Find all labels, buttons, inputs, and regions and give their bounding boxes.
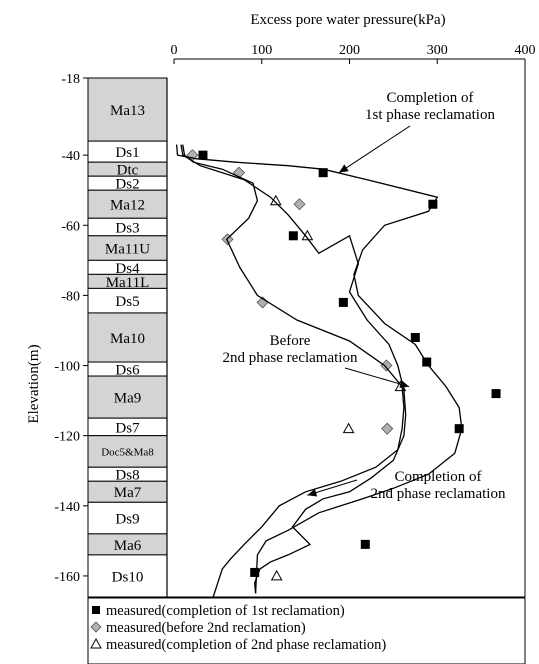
annotation-arrow <box>344 367 410 388</box>
stratum-label: Ma13 <box>110 103 145 119</box>
stratum-ds10 <box>87 554 168 598</box>
legend: measured(completion of 1st reclamation)m… <box>87 597 526 664</box>
stratum-ds5 <box>87 287 168 314</box>
stratum-ma9 <box>87 375 168 419</box>
annotation-text: Completion of <box>386 90 473 106</box>
legend-label: measured(before 2nd reclamation) <box>106 620 306 636</box>
annotation-text: 2nd phase reclamation <box>371 486 506 502</box>
annotation-arrowhead <box>399 380 410 388</box>
y-tick-label: -60 <box>61 219 80 234</box>
square-point <box>491 389 501 399</box>
triangle-point <box>342 422 355 434</box>
square-point <box>360 539 370 549</box>
x-tick-label: 200 <box>339 43 360 58</box>
square-point <box>454 424 464 434</box>
diamond-point <box>380 359 393 372</box>
stratum-label: Ma7 <box>114 485 142 501</box>
y-tick-label: -80 <box>61 289 80 304</box>
annotation-arrow <box>338 125 411 174</box>
annotation-arrowhead <box>338 164 349 173</box>
square-point <box>198 150 208 160</box>
legend-diamond-marker <box>90 621 102 633</box>
stratum-label: Ds3 <box>115 220 139 236</box>
triangle-point <box>270 569 283 581</box>
stratum-label: Dtc <box>117 163 139 179</box>
y-tick-label: -120 <box>54 430 80 445</box>
stratum-ma11u <box>87 235 168 261</box>
y-tick-label: -18 <box>61 72 80 87</box>
stratum-label: Ma9 <box>114 390 142 406</box>
y-tick-label: -40 <box>61 149 80 164</box>
x-tick-label: 400 <box>515 43 536 58</box>
square-point <box>410 332 420 342</box>
stratum-label: Ds10 <box>112 569 144 585</box>
legend-label: measured(completion of 2nd phase reclama… <box>106 637 386 653</box>
stratum-label: Ds8 <box>115 468 139 484</box>
stratum-label: Ds9 <box>115 511 139 527</box>
stratum-label: Doc5&Ma8 <box>101 446 154 458</box>
diamond-point <box>381 422 394 435</box>
square-point <box>288 231 298 241</box>
stratum-label: Ds6 <box>115 362 140 378</box>
square-point <box>318 168 328 178</box>
series-line-5 <box>180 144 407 594</box>
legend-label: measured(completion of 1st reclamation) <box>106 603 345 619</box>
annotation-text: 2nd phase reclamation <box>223 350 358 366</box>
legend-box <box>87 597 526 664</box>
stratum-ma10 <box>87 312 168 363</box>
stratum-label: Ma11L <box>106 275 150 291</box>
annotation-arrowhead <box>307 488 318 497</box>
y-tick-label: -100 <box>54 360 80 375</box>
series-line-3 <box>175 144 463 594</box>
annotation-text: Completion of <box>394 469 481 485</box>
x-tick-label: 300 <box>427 43 448 58</box>
x-tick-label: 100 <box>251 43 272 58</box>
square-point <box>338 297 348 307</box>
stratum-label: Ma6 <box>114 538 142 554</box>
y-tick-label: -140 <box>54 500 80 515</box>
legend-triangle-marker <box>90 637 102 649</box>
annotation-text: 1st phase reclamation <box>365 107 495 123</box>
stratum-ma13 <box>87 77 168 142</box>
stratum-label: Ds7 <box>115 420 140 436</box>
stratum-doc5-ma8 <box>87 435 168 468</box>
stratum-label: Ds2 <box>115 177 139 193</box>
stratum-label: Ma10 <box>110 331 145 347</box>
series-line-4 <box>182 144 405 605</box>
diamond-point <box>293 198 306 211</box>
square-point <box>250 567 260 577</box>
x-tick-label: 0 <box>171 43 178 58</box>
y-axis-label: Elevation(m) <box>26 344 42 423</box>
chart-title: Excess pore water pressure(kPa) <box>250 12 445 28</box>
legend-square-marker <box>92 606 100 614</box>
stratum-label: Ds1 <box>115 145 139 161</box>
y-tick-label: -160 <box>54 570 80 585</box>
stratum-label: Ds4 <box>115 261 140 277</box>
stratum-label: Ma12 <box>110 198 145 214</box>
stratum-label: Ds5 <box>115 294 139 310</box>
annotation-text: Before <box>270 333 311 349</box>
stratum-label: Ma11U <box>105 241 150 257</box>
